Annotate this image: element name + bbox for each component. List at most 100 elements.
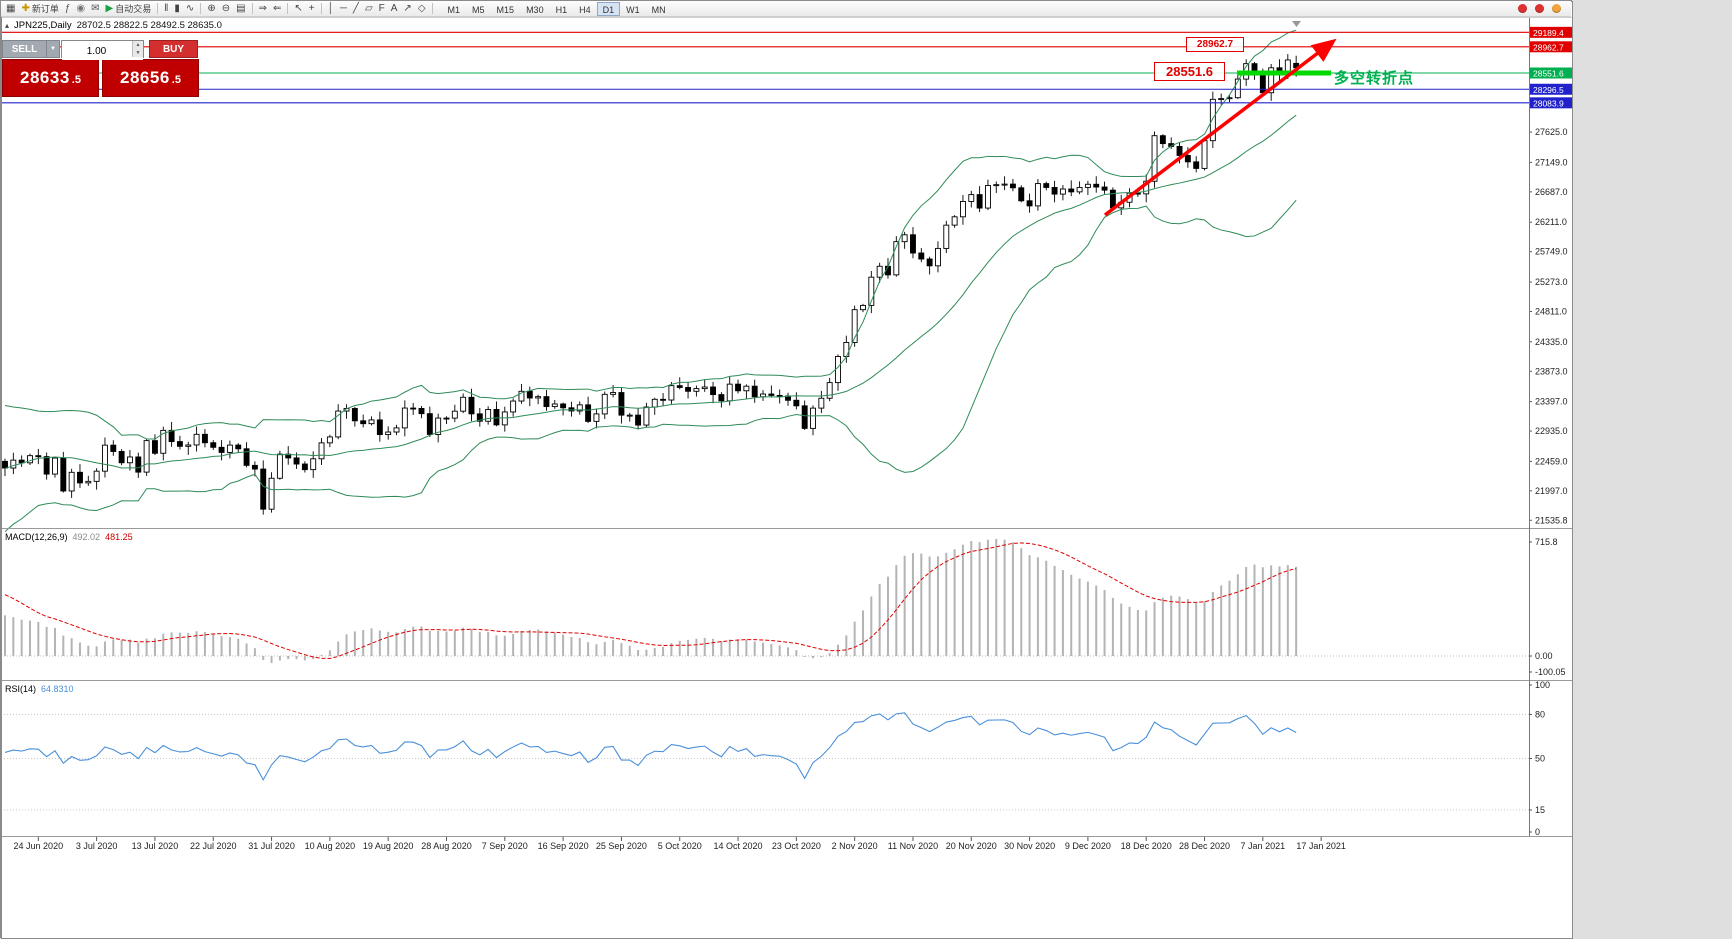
timeframe-H1[interactable]: H1 — [555, 4, 568, 15]
trend-arrow[interactable] — [1103, 38, 1337, 217]
bollinger-bands — [4, 29, 1297, 532]
svg-text:22459.0: 22459.0 — [1535, 456, 1568, 466]
svg-text:2 Nov 2020: 2 Nov 2020 — [832, 841, 878, 851]
trade-panel-controls: SELL ▼ ▲ ▼ BUY — [2, 40, 199, 60]
macd-signal-value: 481.25 — [105, 532, 133, 542]
status-dot-3 — [1552, 4, 1561, 13]
ohlc-values: 28702.5 28822.5 28492.5 28635.0 — [76, 20, 222, 31]
one-click-collapse-icon[interactable]: ▴ — [5, 21, 10, 30]
svg-text:25749.0: 25749.0 — [1535, 247, 1568, 257]
svg-text:27149.0: 27149.0 — [1535, 157, 1568, 167]
svg-text:26687.0: 26687.0 — [1535, 187, 1568, 197]
timeframe-M30[interactable]: M30 — [526, 4, 544, 15]
toolbar-mailbox-icon[interactable]: ✉ — [91, 2, 100, 14]
rsi-panel: 100 80 50 15 0 — [1, 680, 1550, 837]
timeframe-W1[interactable]: W1 — [626, 4, 640, 15]
toolbar-fibonacci-icon[interactable]: F — [378, 2, 385, 14]
macd-main-value: 492.02 — [72, 532, 101, 542]
macd-panel: 715.8 0.00 -100.05 — [1, 537, 1566, 677]
toolbar-separator — [320, 3, 322, 14]
svg-text:28 Aug 2020: 28 Aug 2020 — [421, 841, 472, 851]
toolbar-auto-scroll-icon[interactable]: ⇒ — [258, 2, 267, 14]
svg-text:28 Dec 2020: 28 Dec 2020 — [1179, 841, 1230, 851]
toolbar-alerts-icon[interactable]: ◉ — [76, 2, 86, 14]
toolbar-zoom-out-icon[interactable]: ⊖ — [221, 2, 231, 14]
price-scale[interactable]: 27625.0 27149.0 26687.0 26211.0 25749.0 25273… — [1529, 26, 1572, 525]
toolbar-separator — [157, 3, 159, 14]
toolbar-channel-icon[interactable]: ▱ — [364, 2, 373, 14]
toolbar-zoom-in-icon[interactable]: ⊕ — [207, 2, 216, 14]
svg-text:7 Sep 2020: 7 Sep 2020 — [482, 841, 528, 851]
toolbar-text-label-icon[interactable]: A — [390, 2, 398, 14]
toolbar-chart-shift-icon[interactable]: ⇐ — [272, 2, 282, 14]
volume-input[interactable] — [62, 43, 143, 60]
price-annotation-28962[interactable]: 28962.7 — [1186, 37, 1244, 52]
toolbar-vertical-line-icon[interactable]: │ — [327, 2, 334, 14]
sell-price-display[interactable]: 28633.5 — [2, 59, 99, 97]
toolbar-tile-windows-icon[interactable]: ▤ — [236, 2, 246, 14]
timeframe-M15[interactable]: M15 — [496, 4, 515, 15]
svg-text:30 Nov 2020: 30 Nov 2020 — [1004, 841, 1055, 851]
svg-text:25273.0: 25273.0 — [1535, 277, 1568, 287]
svg-text:22935.0: 22935.0 — [1535, 426, 1568, 436]
toolbar-candles-mode-icon[interactable]: ▮ — [174, 2, 180, 14]
toolbar-cursor-icon[interactable]: ↖ — [294, 2, 303, 14]
svg-text:3 Jul 2020: 3 Jul 2020 — [76, 841, 118, 851]
volume-down-button[interactable]: ▼ — [132, 49, 143, 57]
rsi-indicator-label: RSI(14) 64.8310 — [5, 684, 74, 694]
svg-text:11 Nov 2020: 11 Nov 2020 — [888, 841, 938, 851]
toolbar-expert-advisors-icon[interactable]: ƒ — [64, 2, 71, 14]
svg-text:24 Jun 2020: 24 Jun 2020 — [14, 841, 64, 851]
timeframe-H4[interactable]: H4 — [579, 4, 591, 15]
svg-text:17 Jan 2021: 17 Jan 2021 — [1296, 841, 1346, 851]
symbol-period: JPN225,Daily — [14, 20, 72, 31]
toolbar-shapes-icon[interactable]: ◇ — [417, 2, 426, 14]
svg-text:13 Jul 2020: 13 Jul 2020 — [132, 841, 179, 851]
timeframe-M5[interactable]: M5 — [472, 4, 485, 15]
svg-text:23397.0: 23397.0 — [1535, 397, 1568, 407]
svg-text:28083.9: 28083.9 — [1533, 98, 1564, 108]
one-click-trading-panel: SELL ▼ ▲ ▼ BUY 28633.5 28656.5 — [2, 40, 199, 97]
toolbar-line-mode-icon[interactable]: ∿ — [185, 2, 195, 14]
toolbar-horizontal-line-icon[interactable]: ─ — [339, 2, 347, 14]
buy-price-display[interactable]: 28656.5 — [102, 59, 199, 97]
svg-text:21997.0: 21997.0 — [1535, 486, 1568, 496]
toolbar-separator — [287, 3, 289, 14]
price-annotation-28551[interactable]: 28551.6 — [1154, 62, 1225, 81]
svg-text:0.00: 0.00 — [1535, 651, 1553, 661]
svg-text:31 Jul 2020: 31 Jul 2020 — [248, 841, 295, 851]
timeframe-M1[interactable]: M1 — [447, 4, 461, 15]
timeframe-toolbar: M1 M5 M15 M30 H1 H4 D1 W1 MN — [442, 1, 672, 16]
toolbar-bars-mode-icon[interactable]: ‖ — [164, 2, 169, 14]
svg-text:80: 80 — [1535, 709, 1545, 719]
buy-price-fraction: .5 — [171, 73, 181, 86]
status-dot-1 — [1518, 4, 1527, 13]
toolbar-buttons: ▦ ✚ 新订单 ƒ ◉ ✉ ▶ 自动交易 ‖ ▮ ∿ ⊕ ⊖ ▤ ⇒ ⇐ ↖ + │ ─ ╱ ▱ F A ↗ ◇ — [3, 1, 436, 16]
svg-text:22 Jul 2020: 22 Jul 2020 — [190, 841, 237, 851]
volume-up-button[interactable]: ▲ — [132, 41, 143, 49]
toolbar-trendline-icon[interactable]: ╱ — [352, 2, 359, 14]
svg-text:24811.0: 24811.0 — [1535, 306, 1567, 316]
toolbar-arrow-object-icon[interactable]: ↗ — [403, 2, 412, 14]
timeframe-D1[interactable]: D1 — [596, 1, 621, 16]
svg-text:15: 15 — [1535, 805, 1545, 815]
buy-button[interactable]: BUY — [149, 40, 198, 58]
toolbar-charts-window-icon[interactable]: ▦ — [6, 2, 16, 14]
toolbar-crosshair-icon[interactable]: + — [308, 2, 315, 14]
toolbar-auto-trading-icon[interactable]: ▶ 自动交易 — [105, 2, 152, 14]
svg-text:20 Nov 2020: 20 Nov 2020 — [946, 841, 997, 851]
sell-dropdown-caret-icon[interactable]: ▼ — [47, 40, 60, 58]
turning-point-label[interactable]: 多空转折点 — [1334, 70, 1415, 87]
toolbar-separator — [200, 3, 202, 14]
svg-text:24335.0: 24335.0 — [1535, 337, 1568, 347]
rsi-value: 64.8310 — [41, 684, 74, 694]
toolbar-new-order-icon[interactable]: ✚ 新订单 — [21, 2, 59, 14]
sell-button[interactable]: SELL — [2, 40, 47, 58]
svg-text:28551.6: 28551.6 — [1533, 68, 1564, 78]
time-scale[interactable]: 24 Jun 2020 3 Jul 2020 13 Jul 2020 22 Jul 2… — [14, 837, 1346, 851]
chart-shift-marker — [1292, 21, 1301, 27]
macd-indicator-label: MACD(12,26,9) 492.02 481.25 — [5, 532, 133, 542]
toolbar-separator — [431, 3, 433, 14]
timeframe-MN[interactable]: MN — [651, 4, 666, 15]
svg-text:10 Aug 2020: 10 Aug 2020 — [305, 841, 356, 851]
